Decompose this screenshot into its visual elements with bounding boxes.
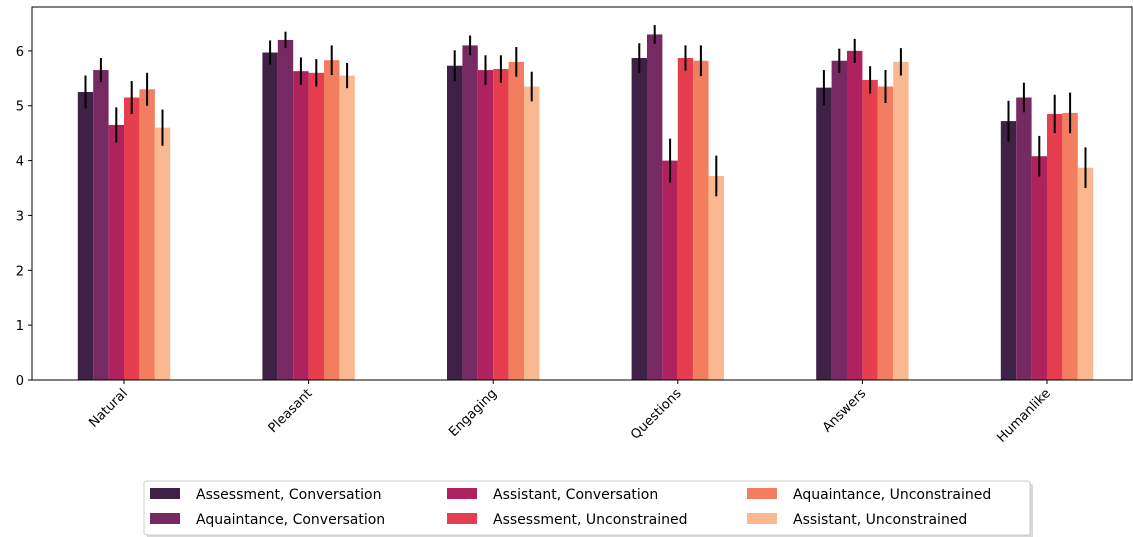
bar xyxy=(847,50,863,380)
legend-swatch xyxy=(747,513,777,524)
bar xyxy=(324,60,340,381)
bar xyxy=(877,86,894,380)
y-tick-label: 3 xyxy=(16,209,24,224)
y-tick-label: 0 xyxy=(16,374,24,389)
bar xyxy=(477,70,494,381)
legend-box xyxy=(143,480,1031,536)
bar xyxy=(293,71,309,380)
x-tick-label: Answers xyxy=(820,386,869,435)
x-tick-label: Pleasant xyxy=(266,386,316,436)
bar xyxy=(462,45,478,380)
bar xyxy=(493,68,509,380)
bar xyxy=(139,89,155,380)
plot-area xyxy=(31,6,1133,381)
y-tick-label: 4 xyxy=(16,155,24,170)
bar xyxy=(154,127,171,380)
bar xyxy=(662,160,678,380)
legend-swatch xyxy=(447,513,477,524)
bar xyxy=(447,65,463,380)
legend-label: Assistant, Unconstrained xyxy=(793,512,967,528)
bar xyxy=(816,87,832,381)
y-tick-label: 6 xyxy=(16,45,24,60)
bar xyxy=(77,92,94,380)
bar xyxy=(831,60,847,380)
x-tick-label: Humanlike xyxy=(994,386,1054,446)
y-tick-label: 1 xyxy=(16,319,24,334)
bar xyxy=(1016,97,1032,380)
legend-swatch xyxy=(150,513,180,524)
x-tick-label: Engaging xyxy=(446,386,500,440)
bar xyxy=(1031,156,1047,380)
bar xyxy=(893,61,909,381)
bar xyxy=(1047,113,1063,381)
bar xyxy=(508,61,524,381)
x-axis: Natural Pleasant Engaging Questions Answers H… xyxy=(86,380,1054,446)
bar xyxy=(862,79,878,381)
x-tick-label: Natural xyxy=(86,386,131,431)
legend-swatch xyxy=(150,488,180,499)
bar xyxy=(631,58,647,380)
y-axis: 0 1 2 3 4 5 6 xyxy=(16,45,32,389)
bar xyxy=(524,86,540,380)
legend: Assessment, Conversation Aquaintance, Con… xyxy=(143,480,1033,537)
bar xyxy=(277,39,294,380)
bar xyxy=(339,75,355,381)
bar xyxy=(1077,167,1094,380)
bar xyxy=(1000,121,1017,380)
bar xyxy=(1062,112,1078,380)
legend-label: Assessment, Conversation xyxy=(196,487,381,503)
bar xyxy=(93,70,109,381)
bar xyxy=(677,58,694,380)
x-tick-label: Questions xyxy=(628,386,685,443)
axes-frame xyxy=(31,6,1133,381)
bar xyxy=(262,52,278,380)
bar xyxy=(124,97,140,380)
legend-label: Aquaintance, Conversation xyxy=(196,512,385,528)
legend-label: Assessment, Unconstrained xyxy=(493,512,688,528)
bar xyxy=(708,175,724,380)
bar xyxy=(647,34,663,380)
legend-swatch xyxy=(747,488,777,499)
bar xyxy=(108,124,124,380)
y-tick-label: 5 xyxy=(16,100,24,115)
bar xyxy=(693,60,709,380)
legend-label: Assistant, Conversation xyxy=(493,487,658,503)
y-tick-label: 2 xyxy=(16,264,24,279)
legend-label: Aquaintance, Unconstrained xyxy=(793,487,991,503)
bar xyxy=(308,72,324,380)
legend-swatch xyxy=(447,488,477,499)
